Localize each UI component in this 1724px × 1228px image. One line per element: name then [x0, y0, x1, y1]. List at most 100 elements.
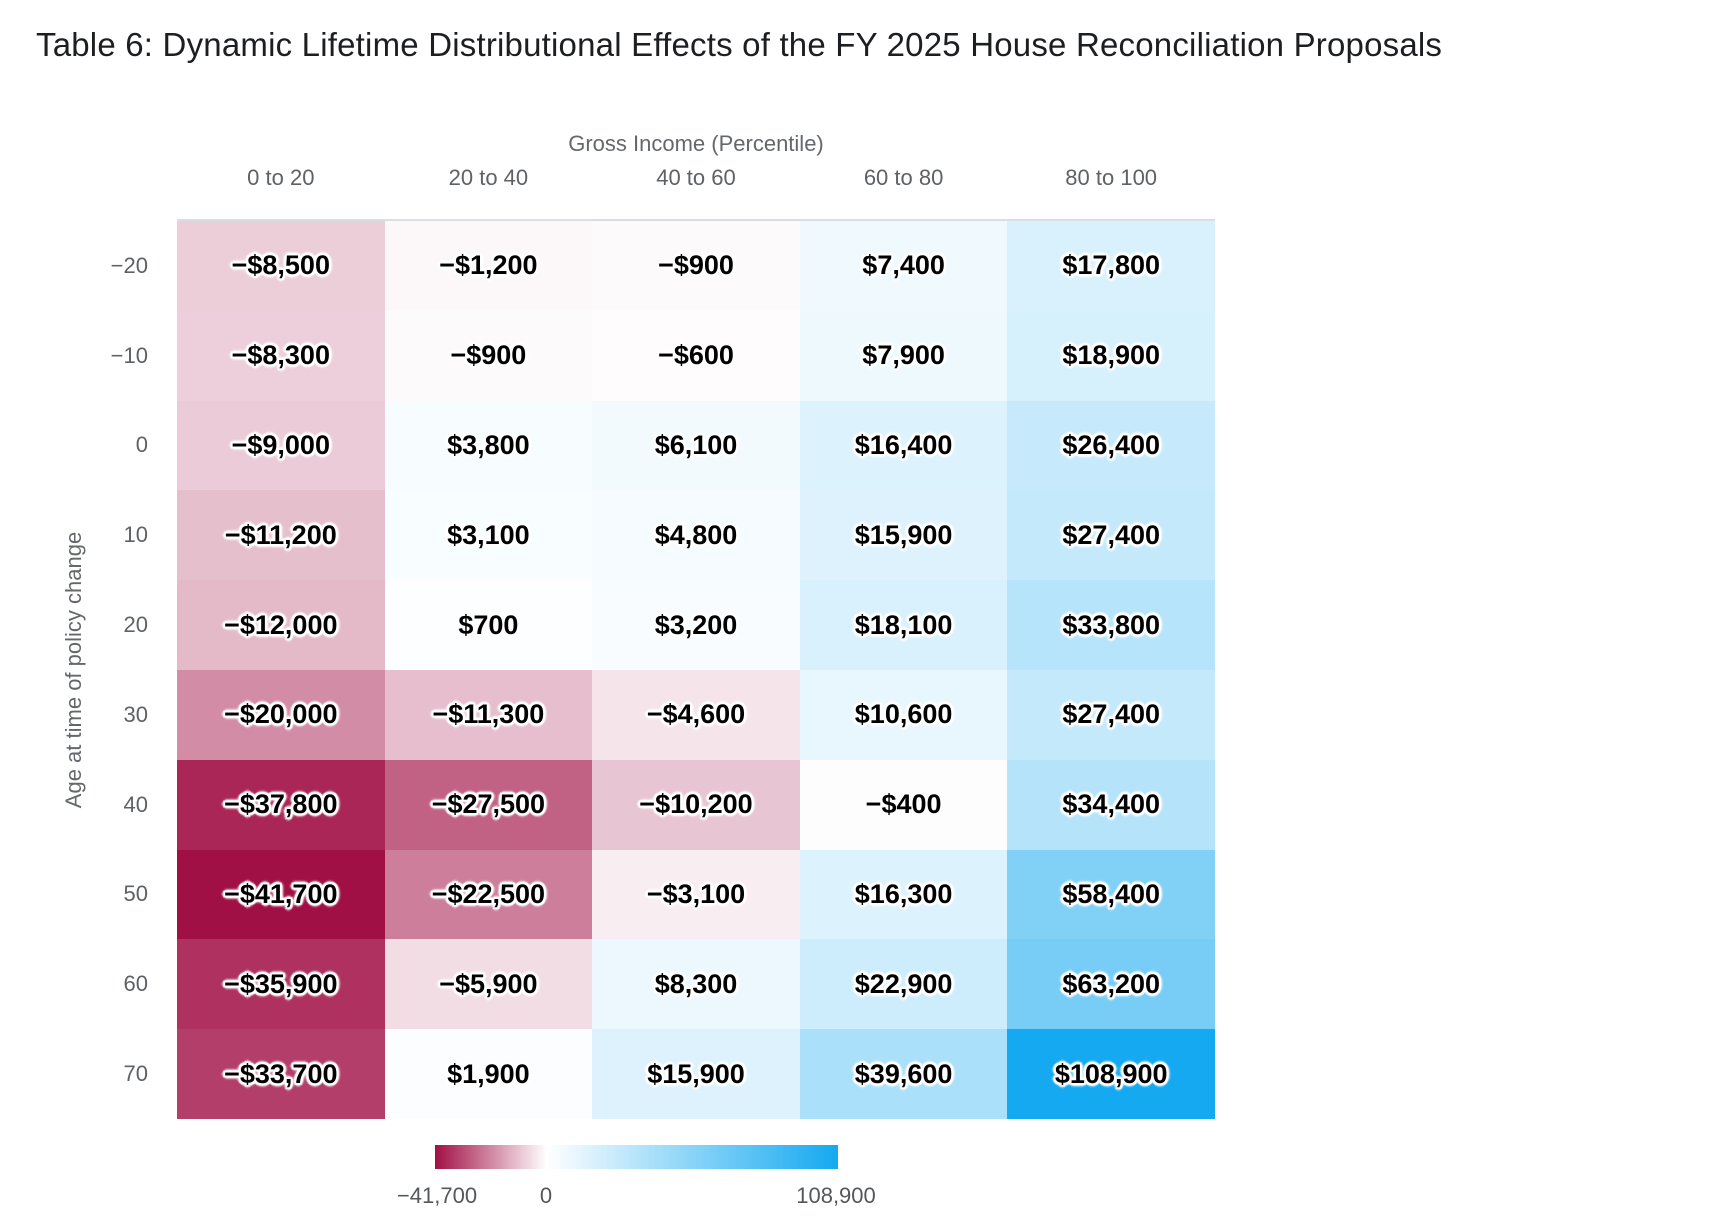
heatmap-cell: $7,400: [799, 221, 1008, 311]
heatmap-cell: $10,600: [799, 670, 1008, 760]
heatmap-cell: $18,900: [1007, 310, 1215, 401]
heatmap-cell: −$900: [384, 310, 593, 401]
heatmap-cell: $18,100: [799, 580, 1008, 670]
heatmap-cell: −$10,200: [592, 759, 800, 850]
y-tick-label: 60: [123, 971, 148, 997]
x-axis-title: Gross Income (Percentile): [568, 131, 824, 156]
cell-value: $3,200: [654, 609, 738, 640]
heatmap-cell: −$41,700: [177, 849, 385, 940]
cell-value: $33,800: [1062, 609, 1160, 640]
cell-value: −$12,000: [224, 609, 338, 640]
cell-value: $6,100: [654, 429, 738, 460]
y-tick-label: −10: [110, 342, 148, 368]
cell-value: $15,900: [854, 519, 953, 550]
heatmap-cell: $22,900: [799, 939, 1008, 1030]
cell-value: $18,100: [854, 609, 953, 640]
heatmap-cell: $3,800: [384, 400, 593, 491]
cell-value: $63,200: [1062, 968, 1160, 999]
cell-value: −$11,300: [432, 699, 545, 730]
heatmap-cell: $8,300: [592, 939, 800, 1030]
cell-value: −$8,500: [231, 250, 330, 281]
x-tick-label: 0 to 20: [247, 165, 315, 190]
heatmap-cell: −$11,300: [384, 670, 593, 760]
heatmap-cell: −$37,800: [177, 759, 385, 850]
cell-value: −$11,200: [224, 519, 337, 550]
cell-value: $7,400: [862, 250, 945, 281]
heatmap-cell: $26,400: [1007, 400, 1215, 491]
heatmap-cell: −$5,900: [384, 939, 593, 1030]
y-tick-label: 30: [123, 701, 148, 727]
cell-value: −$4,600: [646, 699, 746, 730]
heatmap-cell: −$22,500: [384, 849, 593, 940]
x-tick-label: 40 to 60: [656, 165, 736, 190]
cell-value: $58,400: [1062, 878, 1160, 909]
heatmap-cell: $63,200: [1007, 939, 1215, 1030]
heatmap-cell: −$900: [592, 221, 800, 311]
cell-value: −$33,700: [224, 1058, 338, 1089]
heatmap-cell: −$33,700: [177, 1029, 385, 1119]
cell-value: $34,400: [1062, 789, 1160, 820]
heatmap-cell: $27,400: [1007, 490, 1215, 581]
cell-value: $16,300: [854, 878, 953, 909]
cell-value: −$3,100: [646, 878, 746, 909]
colorbar-max-label: 108,900: [796, 1183, 876, 1208]
cell-value: −$27,500: [431, 789, 546, 820]
cell-value: $18,900: [1062, 340, 1160, 371]
heatmap-grid: −$8,500 −$1,200 −$900 $7,400 $17,800 −$8,300 −…: [177, 219, 1215, 1119]
cell-value: −$900: [450, 340, 527, 371]
heatmap-cell: $17,800: [1007, 221, 1215, 311]
y-axis-tick-labels: −20 −10 0 10 20 30 40 50 60 70: [58, 221, 148, 1119]
heatmap-cell: −$8,500: [177, 221, 385, 311]
cell-value: $3,800: [447, 429, 530, 460]
heatmap-cell: −$35,900: [177, 939, 385, 1030]
heatmap-cell: −$12,000: [177, 580, 385, 670]
heatmap-cell: −$20,000: [177, 670, 385, 760]
cell-value: −$20,000: [224, 699, 338, 730]
cell-value: −$41,700: [224, 878, 338, 909]
heatmap-cell: $4,800: [592, 490, 800, 581]
heatmap-cell: −$27,500: [384, 759, 593, 850]
y-tick-label: 10: [123, 522, 148, 548]
heatmap-cell: $3,200: [592, 580, 800, 670]
cell-value: −$8,300: [231, 340, 330, 371]
heatmap-cell: −$600: [592, 310, 800, 401]
y-tick-label: 70: [123, 1061, 148, 1087]
cell-value: $1,900: [447, 1058, 530, 1089]
heatmap-cell: $27,400: [1007, 670, 1215, 760]
heatmap-cell: $3,100: [384, 490, 593, 581]
cell-value: $16,400: [854, 429, 953, 460]
cell-value: $8,300: [654, 968, 738, 999]
y-tick-label: 40: [123, 791, 148, 817]
heatmap-cell: $58,400: [1007, 849, 1215, 940]
heatmap-cell: −$400: [799, 759, 1008, 850]
cell-value: $22,900: [854, 968, 953, 999]
cell-value: −$600: [658, 340, 734, 371]
heatmap-cell: $15,900: [799, 490, 1008, 581]
cell-value: $27,400: [1062, 699, 1160, 730]
cell-value: $27,400: [1062, 519, 1160, 550]
cell-value: $7,900: [862, 340, 945, 371]
cell-value: −$37,800: [224, 789, 338, 820]
cell-value: −$900: [658, 250, 734, 281]
cell-value: −$400: [865, 789, 942, 820]
cell-value: −$22,500: [431, 878, 546, 909]
chart-title: Table 6: Dynamic Lifetime Distributional…: [36, 26, 1443, 63]
cell-value: −$9,000: [231, 429, 330, 460]
colorbar-min-label: −41,700: [396, 1183, 478, 1208]
cell-value: $4,800: [654, 519, 738, 550]
y-tick-label: −20: [110, 252, 148, 278]
heatmap-cell: $39,600: [799, 1029, 1008, 1119]
heatmap-cell: −$4,600: [592, 670, 800, 760]
heatmap-cell: $34,400: [1007, 759, 1215, 850]
cell-value: $10,600: [854, 699, 953, 730]
heatmap-cell: $16,300: [799, 849, 1008, 940]
heatmap-cell: −$9,000: [177, 400, 385, 491]
cell-value: −$5,900: [439, 968, 538, 999]
colorbar-gradient: [435, 1145, 838, 1169]
cell-value: $700: [458, 609, 519, 640]
heatmap-cell: $108,900: [1007, 1029, 1215, 1119]
y-tick-label: 0: [135, 432, 148, 458]
cell-value: −$1,200: [439, 250, 538, 281]
cell-value: −$35,900: [224, 968, 338, 999]
